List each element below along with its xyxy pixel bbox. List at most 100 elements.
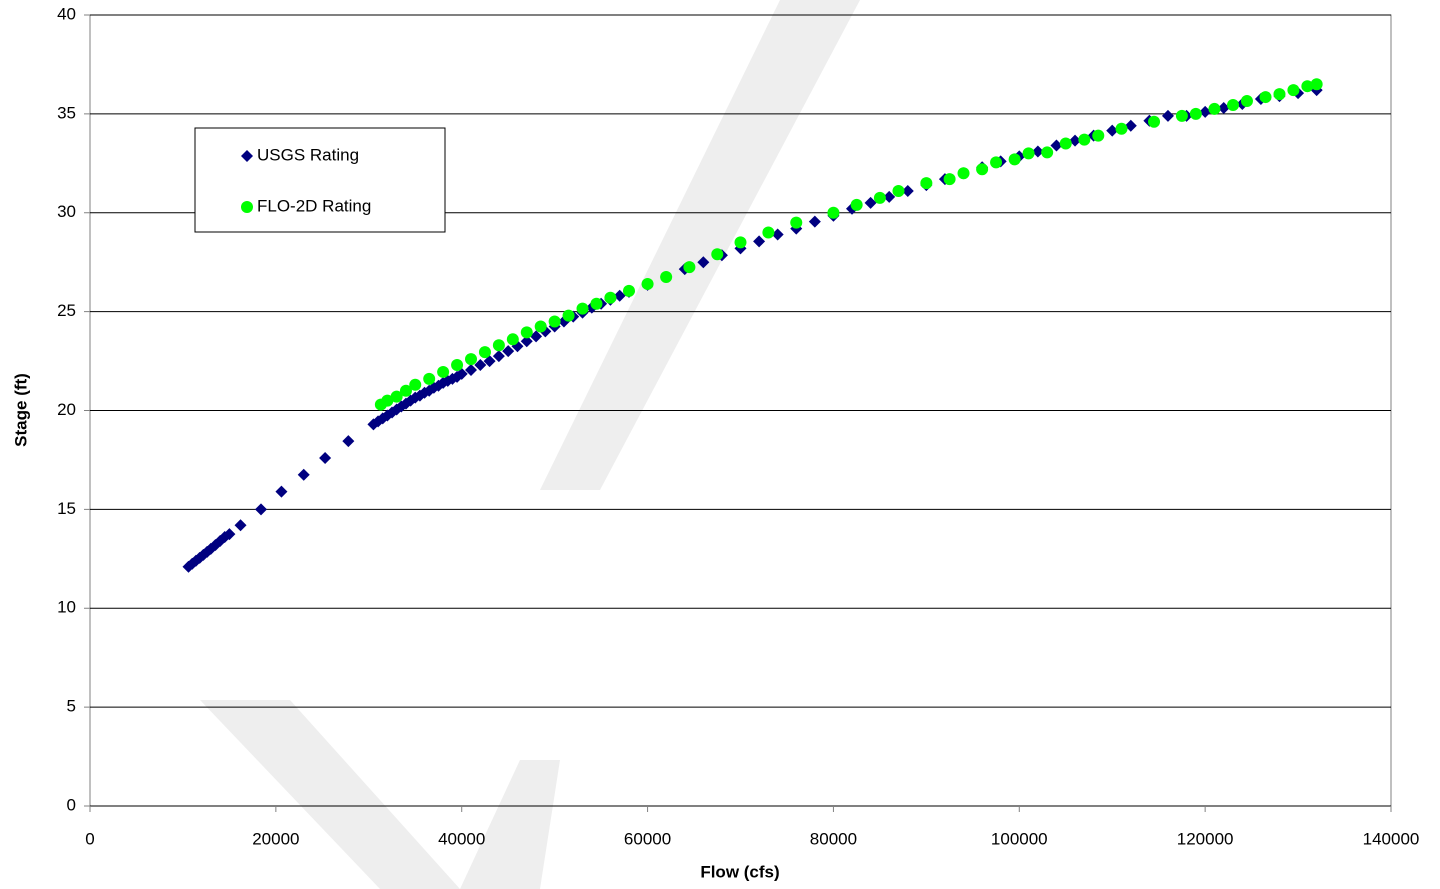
marker [381,394,394,407]
marker [943,173,956,186]
marker [576,302,589,315]
marker [1106,124,1119,137]
marker [562,309,575,322]
marker [1078,133,1091,146]
x-tick-label: 80000 [810,829,857,848]
marker [275,485,288,498]
marker [1022,147,1035,160]
marker [1259,91,1272,104]
marker [474,359,487,372]
marker [1287,84,1300,97]
marker [1175,109,1188,122]
marker [1041,146,1054,159]
x-tick-label: 20000 [252,829,299,848]
x-axis-label: Flow (cfs) [700,862,779,881]
marker [465,363,478,376]
watermark-shape [460,760,560,889]
legend: USGS Rating FLO-2D Rating [194,127,446,233]
x-tick-label: 120000 [1177,829,1234,848]
marker [502,345,515,358]
marker [478,346,491,359]
x-tick-label: 100000 [991,829,1048,848]
marker [990,156,1003,169]
marker [827,206,840,219]
marker [548,315,561,328]
marker [1208,102,1221,115]
marker [590,297,603,310]
marker [319,451,332,464]
marker [622,284,635,297]
marker [1092,129,1105,142]
marker [1069,134,1082,147]
legend-label: USGS Rating [257,145,359,164]
x-tick-label: 60000 [624,829,671,848]
marker [734,236,747,249]
marker [254,503,267,516]
marker [604,291,617,304]
marker [1189,107,1202,120]
marker [483,355,496,368]
y-tick-label: 30 [57,202,76,221]
marker [1227,98,1240,111]
marker [1031,145,1044,158]
x-tick-label: 40000 [438,829,485,848]
marker [451,359,464,372]
marker [1199,105,1212,118]
marker [492,339,505,352]
marker [437,365,450,378]
marker [342,435,355,448]
marker [399,384,412,397]
marker [492,350,505,363]
marker [1115,122,1128,135]
marker [683,261,696,274]
marker [864,196,877,209]
marker [506,333,519,346]
marker [697,256,710,269]
marker [465,353,478,366]
marker [711,248,724,261]
marker [873,191,886,204]
y-tick-label: 40 [57,4,76,23]
marker [223,528,236,541]
x-tick-label: 140000 [1363,829,1420,848]
marker [423,372,436,385]
marker [892,184,905,197]
x-tick-label: 0 [85,829,94,848]
y-tick-label: 0 [67,795,76,814]
watermark [200,0,860,889]
marker [1240,95,1253,108]
marker [530,330,543,343]
marker [1301,80,1314,93]
y-tick-label: 5 [67,697,76,716]
marker [390,390,403,403]
y-tick-label: 15 [57,499,76,518]
watermark-shape [540,0,860,490]
marker [297,468,310,481]
y-tick-label: 10 [57,598,76,617]
marker [753,235,766,248]
marker [771,228,784,241]
legend-label: FLO-2D Rating [257,196,371,215]
marker [1050,139,1063,152]
y-tick-label: 20 [57,400,76,419]
marker [1161,109,1174,122]
marker [1273,88,1286,101]
marker [455,367,468,380]
marker [534,320,547,333]
marker [808,215,821,228]
marker [660,271,673,284]
marker [520,335,533,348]
marker [850,198,863,211]
y-tick-label: 25 [57,301,76,320]
watermark-shape [200,700,460,889]
marker [976,163,989,176]
legend-box [194,127,446,233]
marker [1059,137,1072,150]
marker [1217,101,1230,114]
marker [957,167,970,180]
legend-marker [241,150,253,162]
marker [1124,119,1137,132]
y-tick-label: 35 [57,103,76,122]
marker [409,378,422,391]
